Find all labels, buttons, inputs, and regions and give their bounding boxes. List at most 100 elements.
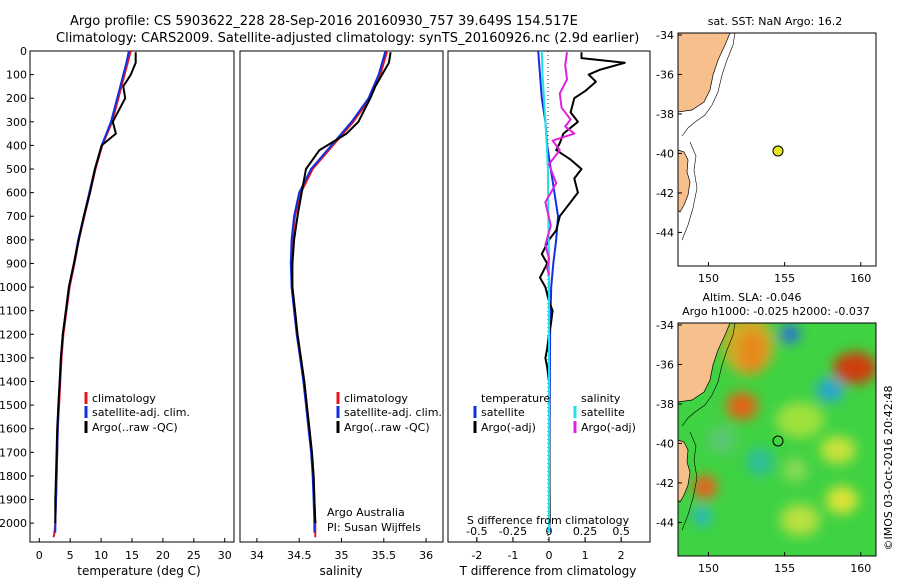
temperature-xlabel: temperature (deg C) [77, 564, 200, 578]
temperature-panel: 0100200300400500600700800900100011001200… [0, 45, 452, 578]
eddy-mild [820, 436, 856, 464]
salinity-xlabel: salinity [319, 564, 362, 578]
depth-tick-label: 1800 [0, 470, 27, 483]
eddy-cold [780, 325, 800, 343]
series-line-salinity-argo [544, 52, 576, 276]
depth-tick-label: 1200 [0, 328, 27, 341]
depth-tick-label: 600 [6, 187, 27, 200]
legend-t-satellite-label: satellite [481, 406, 525, 419]
sla-map-frame [677, 322, 877, 557]
map-lat-label: -42 [656, 477, 674, 490]
x-tick-label: 20 [156, 549, 170, 562]
series-line-salinity-satellite [540, 50, 550, 533]
map-lat-label: -36 [656, 68, 674, 81]
isobath-line [681, 431, 698, 531]
depth-tick-label: 1400 [0, 375, 27, 388]
map-lat-label: -40 [656, 147, 674, 160]
eddy-mild [783, 458, 807, 482]
x-tick-label: 5 [67, 549, 74, 562]
temperature-series [52, 50, 137, 538]
x-tick-label: 15 [125, 549, 139, 562]
x-tick-label: 34 [250, 549, 264, 562]
legend-climatology-label: climatology [92, 392, 156, 405]
sst-map: sat. SST: NaN Argo: 16.2 150 155 160 -34 -36… [656, 15, 877, 285]
x-tick-label: 2 [618, 549, 625, 562]
legend-s-satellite-label: satellite [581, 406, 625, 419]
difference-legend: temperature satellite Argo(-adj) salinit… [473, 392, 636, 434]
isobath-line [681, 141, 698, 241]
float-marker [772, 435, 784, 447]
x-tick-label: 25 [187, 549, 201, 562]
eddy-warm [693, 475, 717, 499]
mainland-land [678, 323, 731, 403]
sst-map-ticks: 150 155 160 -34 -36 -38 -40 -42 -44 [656, 29, 871, 285]
isobath-line [681, 32, 736, 137]
float-marker [772, 145, 784, 157]
top-tick-label: -0.5 [466, 525, 487, 538]
depth-tick-label: 1700 [0, 446, 27, 459]
map-lat-label: -34 [656, 29, 674, 42]
legend-satellite-label: satellite-adj. clim. [92, 406, 190, 419]
x-tick-label: 30 [218, 549, 232, 562]
map-lat-label: -38 [656, 108, 674, 121]
map-lon-label: 160 [850, 562, 871, 575]
map-lat-label: -44 [656, 226, 674, 239]
s-diff-label: S difference from climatology [467, 514, 630, 527]
eddy-warm [833, 352, 876, 384]
x-tick-label: 10 [94, 549, 108, 562]
eddy-warm [726, 392, 758, 420]
eddy-warm-halo [722, 323, 774, 375]
credit-line1: Argo Australia [327, 506, 405, 519]
x-tick-label: 34.5 [287, 549, 312, 562]
difference-top-ticks: -0.5 -0.25 0 0.25 0.5 [466, 525, 630, 541]
series-line-argo [291, 52, 392, 524]
sla-map-title: Altim. SLA: -0.046 [702, 291, 801, 304]
map-lat-label: -40 [656, 437, 674, 450]
sla-map-ticks: 150 155 160 -34 -36 -38 -40 -42 -44 [656, 319, 871, 575]
sst-map-frame [677, 32, 877, 267]
legend-satellite-label: satellite-adj. clim. [344, 406, 442, 419]
sla-map: Altim. SLA: -0.046 Argo h1000: -0.025 h2… [656, 291, 895, 575]
depth-tick-label: 500 [6, 163, 27, 176]
map-lon-label: 155 [774, 562, 795, 575]
x-tick-label: -2 [471, 549, 482, 562]
map-lat-label: -38 [656, 398, 674, 411]
legend-s-argo-label: Argo(-adj) [581, 421, 636, 434]
depth-tick-label: 400 [6, 139, 27, 152]
x-tick-label: -1 [507, 549, 518, 562]
map-lon-label: 150 [698, 272, 719, 285]
sla-field [678, 323, 876, 556]
legend-salinity-title: salinity [581, 392, 621, 405]
eddy-mild [708, 426, 736, 454]
sla-eddies [693, 323, 876, 536]
header-line2: Climatology: CARS2009. Satellite-adjuste… [56, 31, 639, 46]
tasmania-land [678, 439, 691, 503]
depth-tick-label: 0 [20, 45, 27, 58]
mainland-land [677, 32, 731, 113]
eddy-cold [816, 378, 844, 402]
x-tick-label: 35.5 [372, 549, 397, 562]
map-lon-label: 160 [850, 272, 871, 285]
legend-t-argo-label: Argo(-adj) [481, 421, 536, 434]
imos-stamp: ©IMOS 03-Oct-2016 20:42:48 [882, 385, 895, 550]
map-lat-label: -34 [656, 319, 674, 332]
x-tick-label: 0 [36, 549, 43, 562]
top-tick-label: 0.25 [573, 525, 598, 538]
map-lat-label: -36 [656, 358, 674, 371]
sla-map-subtitle: Argo h1000: -0.025 h2000: -0.037 [682, 305, 870, 318]
depth-tick-label: 1900 [0, 494, 27, 507]
difference-panel: -2 -1 0 1 2 -0.5 -0.25 0 0.25 0.5 S difference f… [447, 50, 651, 578]
depth-tick-label: 1600 [0, 423, 27, 436]
x-tick-label: 1 [582, 549, 589, 562]
depth-tick-label: 900 [6, 257, 27, 270]
legend-argo-label: Argo(..raw -QC) [344, 421, 430, 434]
depth-tick-label: 300 [6, 116, 27, 129]
map-lat-label: -42 [656, 187, 674, 200]
salinity-legend: climatology satellite-adj. clim. Argo(..… [336, 392, 442, 434]
map-lon-label: 150 [698, 562, 719, 575]
depth-tick-label: 800 [6, 234, 27, 247]
x-tick-label: 0 [546, 549, 553, 562]
x-tick-label: 36 [419, 549, 433, 562]
